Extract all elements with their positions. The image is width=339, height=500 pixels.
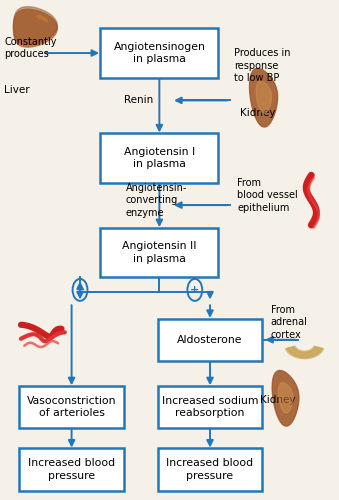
FancyBboxPatch shape [158,318,262,361]
Text: Produces in
response
to low BP: Produces in response to low BP [234,48,290,83]
Text: Renin: Renin [124,96,153,106]
FancyBboxPatch shape [100,228,218,278]
Polygon shape [36,16,47,22]
Text: From
adrenal
cortex: From adrenal cortex [271,305,308,340]
Text: +: + [75,285,85,295]
Text: From
blood vessel
epithelium: From blood vessel epithelium [237,178,298,212]
Text: Kidney: Kidney [260,394,295,404]
FancyBboxPatch shape [158,386,262,428]
Text: Aldosterone: Aldosterone [177,335,243,345]
Text: Increased blood
pressure: Increased blood pressure [166,458,254,480]
FancyBboxPatch shape [158,448,262,490]
FancyBboxPatch shape [100,133,218,182]
Polygon shape [272,370,299,426]
Polygon shape [14,9,57,47]
Polygon shape [278,382,293,413]
Polygon shape [14,6,57,44]
Polygon shape [285,346,324,358]
Text: Increased sodium
reabsorption: Increased sodium reabsorption [162,396,258,418]
Text: Increased blood
pressure: Increased blood pressure [28,458,115,480]
Text: Angiotensin II
in plasma: Angiotensin II in plasma [122,242,197,264]
FancyBboxPatch shape [100,28,218,78]
Text: Angiotensin I
in plasma: Angiotensin I in plasma [124,146,195,169]
Polygon shape [287,346,322,358]
Polygon shape [250,68,278,127]
FancyBboxPatch shape [19,386,124,428]
Text: Constantly
produces: Constantly produces [4,37,57,60]
Polygon shape [256,81,272,113]
Text: Kidney: Kidney [240,108,275,118]
Text: Liver: Liver [4,86,30,96]
FancyBboxPatch shape [19,448,124,490]
Text: Vasoconstriction
of arterioles: Vasoconstriction of arterioles [27,396,116,418]
Text: Angiotensin-
converting
enzyme: Angiotensin- converting enzyme [126,182,187,218]
Text: Angiotensinogen
in plasma: Angiotensinogen in plasma [114,42,205,64]
Text: +: + [190,285,199,295]
